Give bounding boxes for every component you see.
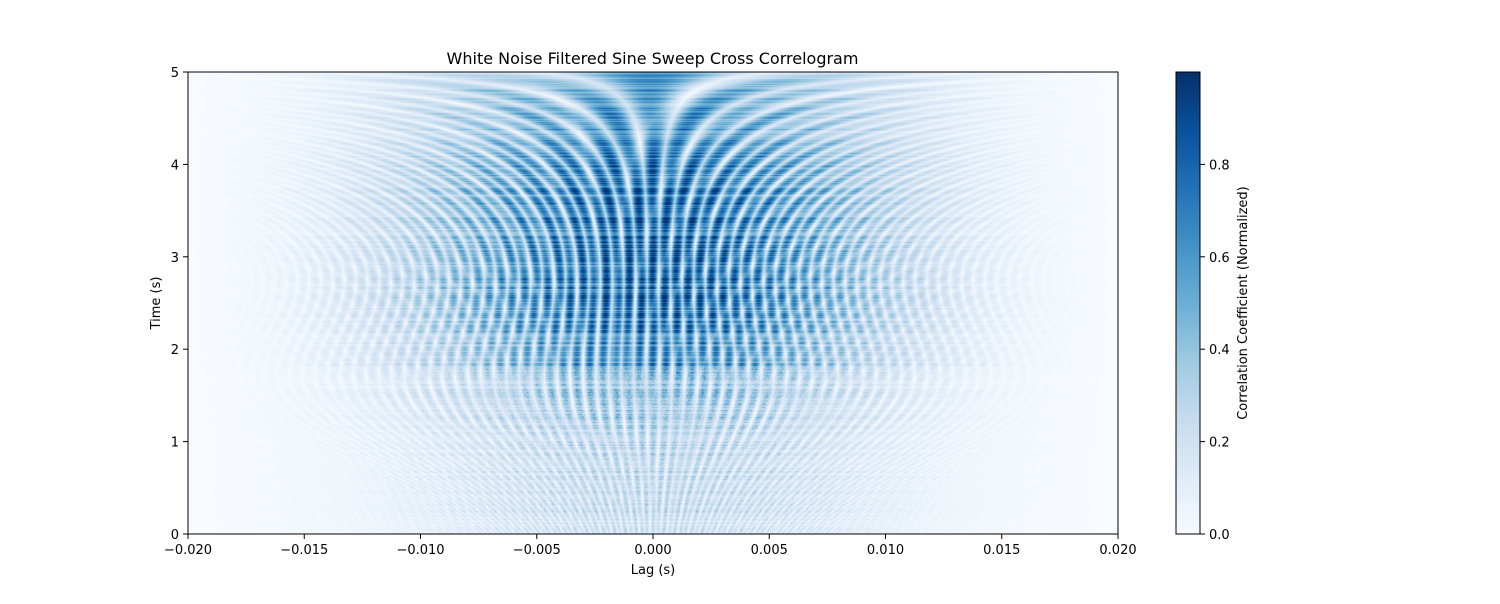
x-tick-label: −0.020 (164, 543, 212, 558)
colorbar-label: Correlation Coefficient (Normalized) (1236, 186, 1251, 420)
x-tick-label: 0.010 (867, 543, 904, 558)
x-tick-label: −0.010 (396, 543, 444, 558)
x-tick-label: 0.005 (751, 543, 788, 558)
chart-title: White Noise Filtered Sine Sweep Cross Co… (447, 49, 859, 68)
colorbar-tick-label: 0.8 (1209, 158, 1230, 173)
y-tick-label: 1 (171, 436, 179, 451)
x-tick-label: 0.015 (983, 543, 1020, 558)
x-tick-label: 0.000 (634, 543, 671, 558)
y-tick-label: 5 (171, 66, 179, 81)
x-tick-label: 0.020 (1099, 543, 1136, 558)
colorbar (1175, 71, 1201, 535)
y-axis-label: Time (s) (149, 277, 164, 331)
x-tick-label: −0.005 (513, 543, 561, 558)
heatmap-image (188, 72, 1118, 534)
y-tick-label: 2 (171, 343, 179, 358)
y-tick-label: 4 (171, 158, 179, 173)
y-axis-ticks: 0 1 2 3 4 5 (171, 66, 188, 543)
x-axis-label: Lag (s) (631, 563, 676, 578)
colorbar-tick-label: 0.4 (1209, 343, 1230, 358)
y-tick-label: 3 (171, 251, 179, 266)
y-tick-label: 0 (171, 528, 179, 543)
colorbar-tick-label: 0.0 (1209, 528, 1230, 543)
x-axis-ticks: −0.020 −0.015 −0.010 −0.005 0.000 0.005 0.010 0… (164, 534, 1137, 558)
colorbar-tick-label: 0.2 (1209, 436, 1230, 451)
colorbar-tick-label: 0.6 (1209, 251, 1230, 266)
x-tick-label: −0.015 (280, 543, 328, 558)
colorbar-ticks: 0.0 0.2 0.4 0.6 0.8 (1200, 158, 1230, 543)
